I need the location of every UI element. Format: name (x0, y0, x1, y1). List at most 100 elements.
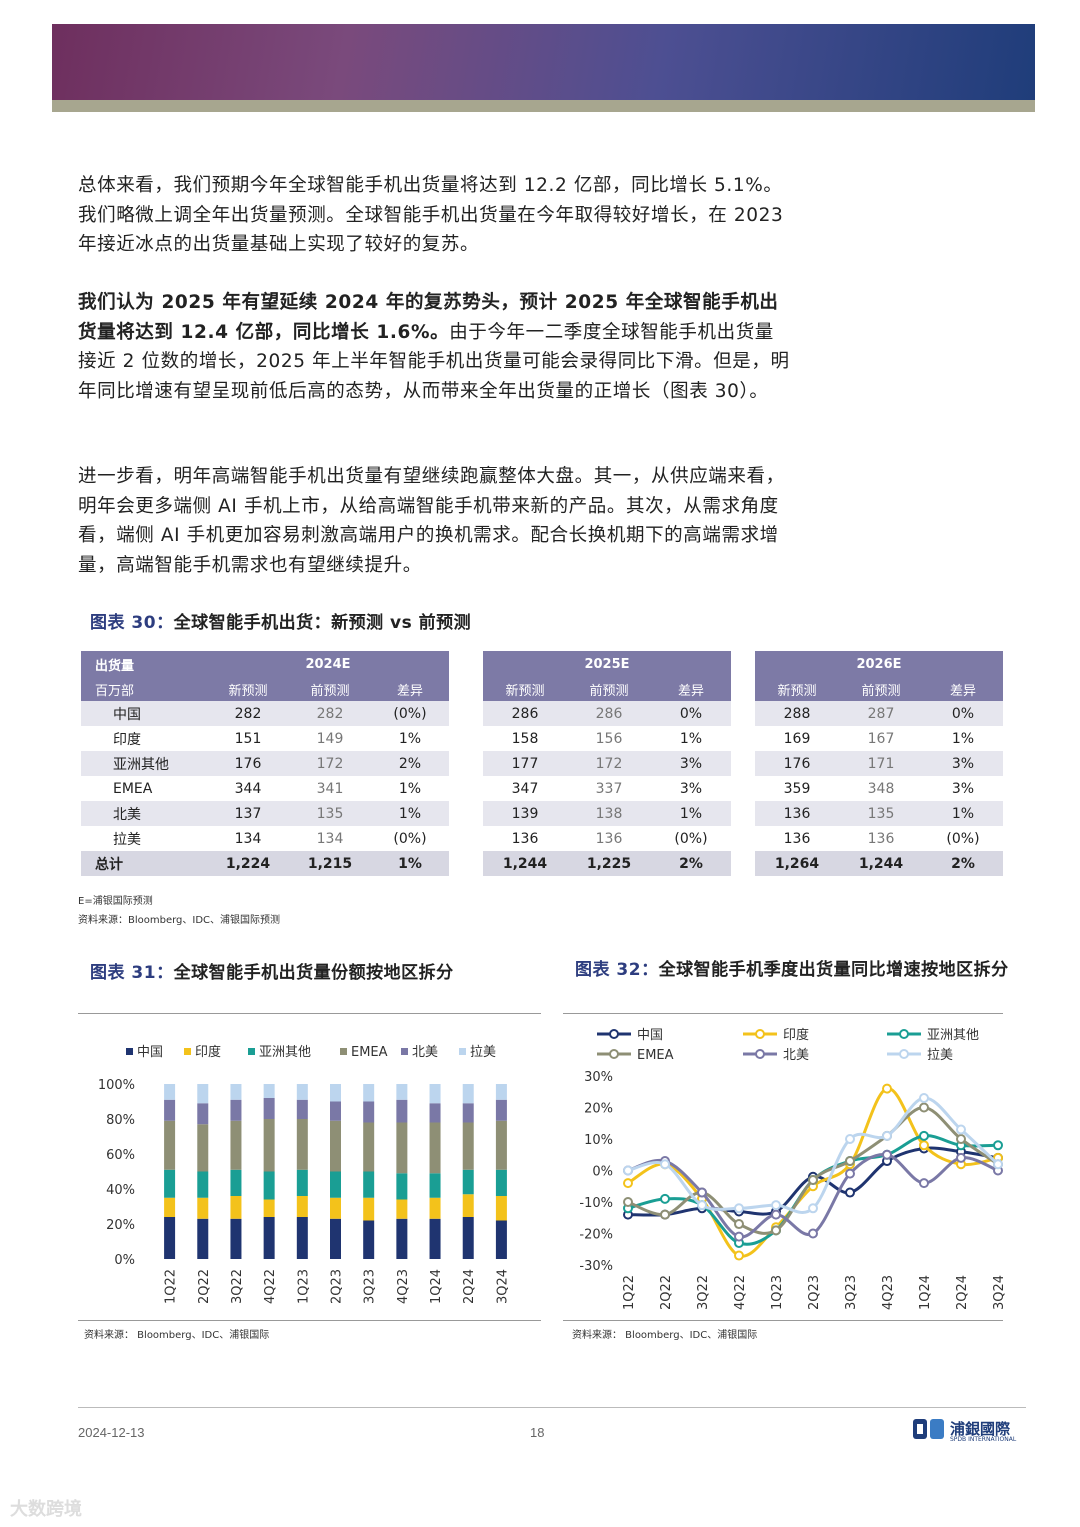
x-tick-label: 3Q22 (696, 1275, 711, 1310)
cell-prev: 136 (567, 826, 651, 851)
fig31-title: 图表 31：全球智能手机出货量份额按地区拆分 (90, 958, 454, 983)
paragraph-2: 我们认为 2025 年有望延续 2024 年的复苏势头，预计 2025 年全球智… (78, 288, 790, 406)
fig32-top-rule (563, 1013, 1003, 1014)
cell-new: 134 (207, 826, 289, 851)
bar-segment (230, 1084, 242, 1100)
x-tick-label: 3Q22 (230, 1269, 245, 1304)
y-tick-label: 40% (106, 1183, 135, 1198)
header-shipments: 出货量 (81, 651, 207, 677)
data-point (919, 1178, 929, 1189)
bar-segment (164, 1197, 176, 1217)
bar-segment (363, 1101, 375, 1123)
x-tick-label: 3Q24 (992, 1275, 1007, 1310)
row-label: 总计 (81, 851, 207, 876)
watermark: 大数跨境 (10, 1499, 82, 1520)
bar-segment (462, 1122, 474, 1170)
data-point (623, 1197, 633, 1207)
cell-new: 288 (755, 701, 839, 726)
fig31-top-rule (78, 1013, 541, 1014)
bar-segment (330, 1171, 341, 1198)
bar-segment (396, 1122, 408, 1174)
legend-label: 中国 (637, 1028, 663, 1043)
header-col: 差异 (923, 677, 1003, 701)
row-label: EMEA (81, 776, 207, 801)
fig30-title-text: 全球智能手机出货：新预测 vs 前预测 (173, 613, 472, 633)
bar-segment (263, 1098, 275, 1119)
legend-label: 拉美 (927, 1048, 953, 1063)
bar-segment (164, 1099, 176, 1121)
row-label: 亚洲其他 (81, 751, 207, 776)
cell-diff: 1% (651, 726, 731, 751)
bar-segment (296, 1084, 308, 1100)
row-label: 印度 (81, 726, 207, 751)
bar-segment (263, 1119, 275, 1172)
cell-new: 1,264 (755, 851, 839, 876)
cell-diff: 2% (651, 851, 731, 876)
fig30-table-2024: 出货量 2024E 百万部 新预测 前预测 差异 中国 282 282 (0%) 印度 151 149 1… (81, 651, 449, 876)
bar-segment (197, 1103, 209, 1125)
cell-diff: 3% (651, 776, 731, 801)
series-line (627, 1096, 1000, 1214)
cell-diff: 1% (923, 801, 1003, 826)
cell-prev: 172 (289, 751, 371, 776)
cell-new: 1,224 (207, 851, 289, 876)
x-tick-label: 2Q24 (462, 1269, 477, 1304)
table-row: 176 171 3% (755, 751, 1003, 776)
x-tick-label: 1Q24 (918, 1275, 933, 1310)
bar-segment (396, 1099, 408, 1123)
bar-segment (495, 1220, 507, 1259)
data-point (882, 1083, 892, 1094)
bar-segment (230, 1196, 242, 1219)
data-point (660, 1209, 670, 1220)
table-row: 136 136 (0%) (483, 826, 731, 851)
cell-new: 136 (483, 826, 567, 851)
legend-marker (609, 1029, 619, 1039)
y-tick-label: 60% (106, 1148, 135, 1163)
header-col: 前预测 (289, 677, 371, 701)
header-col: 差异 (371, 677, 449, 701)
data-point (956, 1152, 966, 1163)
cell-prev: 1,244 (839, 851, 923, 876)
data-point (734, 1231, 744, 1242)
page-number: 18 (530, 1425, 545, 1440)
legend-label: 中国 (137, 1045, 163, 1060)
cell-new: 1,244 (483, 851, 567, 876)
data-point (919, 1140, 929, 1151)
data-point (734, 1203, 744, 1214)
table-row: 359 348 3% (755, 776, 1003, 801)
legend-label: 亚洲其他 (259, 1045, 311, 1060)
x-tick-label: 2Q24 (955, 1275, 970, 1310)
table-row: 288 287 0% (755, 701, 1003, 726)
x-tick-label: 1Q23 (770, 1275, 785, 1310)
data-point (919, 1093, 929, 1104)
y-tick-label: 0% (592, 1165, 613, 1180)
cell-diff: 3% (651, 751, 731, 776)
cell-new: 176 (207, 751, 289, 776)
bar-segment (296, 1217, 308, 1259)
fig30-table-2026: 2026E 新预测 前预测 差异 288 287 0% 169 167 1% 176 171 3% 359… (755, 651, 1003, 876)
legend-swatch (401, 1048, 408, 1055)
data-point (734, 1219, 744, 1230)
cell-new: 344 (207, 776, 289, 801)
x-tick-label: 1Q23 (296, 1269, 311, 1304)
data-point (882, 1149, 892, 1160)
x-tick-label: 1Q22 (164, 1269, 179, 1304)
legend-label: EMEA (637, 1048, 674, 1063)
header-col: 前预测 (567, 677, 651, 701)
bar-segment (296, 1119, 308, 1170)
cell-new: 286 (483, 701, 567, 726)
bar-segment (263, 1084, 275, 1098)
data-point (771, 1209, 781, 1220)
bar-segment (330, 1120, 341, 1172)
x-tick-label: 4Q23 (396, 1269, 411, 1304)
legend-swatch (184, 1048, 191, 1055)
legend-label: 北美 (412, 1045, 438, 1060)
footer-rule (78, 1407, 1026, 1408)
legend-label: 拉美 (470, 1045, 496, 1060)
bar-segment (296, 1099, 308, 1119)
cell-diff: 1% (371, 776, 449, 801)
cell-new: 139 (483, 801, 567, 826)
bar-segment (164, 1084, 176, 1100)
table-row: 1,244 1,225 2% (483, 851, 731, 876)
cell-diff: 3% (923, 776, 1003, 801)
